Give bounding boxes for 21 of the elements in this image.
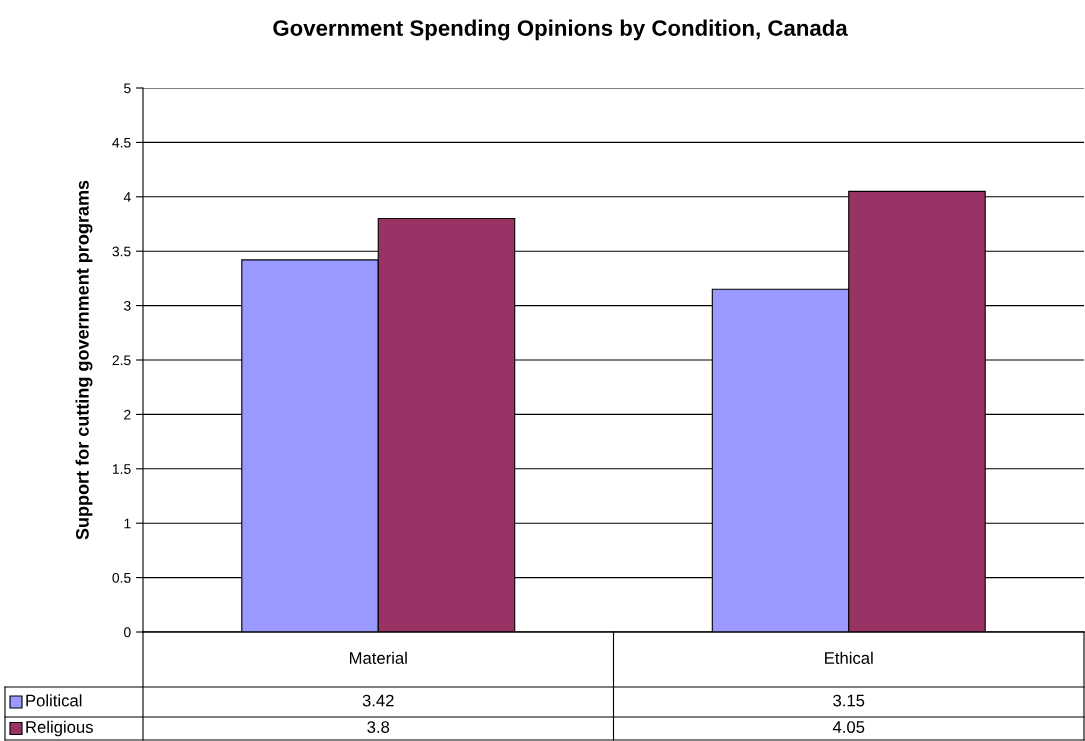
data-label: 4.05 bbox=[832, 721, 865, 733]
y-tick-label: 0.5 bbox=[112, 572, 131, 583]
legend-label: Political bbox=[26, 694, 82, 707]
y-tick-label: 0 bbox=[124, 627, 131, 638]
y-tick-label: 2 bbox=[124, 409, 131, 420]
chart-title: Government Spending Opinions by Condition, Canada bbox=[273, 19, 848, 41]
y-tick-label: 1.5 bbox=[112, 464, 131, 474]
y-tick-label: 5 bbox=[124, 83, 131, 94]
y-tick-label: 1 bbox=[124, 518, 131, 529]
y-tick-label: 4.5 bbox=[112, 137, 131, 148]
y-tick-label: 4 bbox=[123, 192, 131, 202]
data-label: 3.42 bbox=[362, 694, 394, 707]
y-axis-title: Support for cutting government programs bbox=[75, 180, 93, 540]
y-tick-label: 2.5 bbox=[112, 355, 131, 366]
legend-label: Religious bbox=[26, 720, 93, 737]
data-label: 3.15 bbox=[833, 694, 865, 707]
y-tick-label: 3.5 bbox=[112, 246, 131, 257]
y-tick-label: 3 bbox=[124, 300, 131, 311]
data-label: 3.8 bbox=[367, 721, 390, 733]
x-tick-label: Ethical bbox=[825, 651, 873, 664]
x-tick-label: Material bbox=[349, 651, 407, 664]
